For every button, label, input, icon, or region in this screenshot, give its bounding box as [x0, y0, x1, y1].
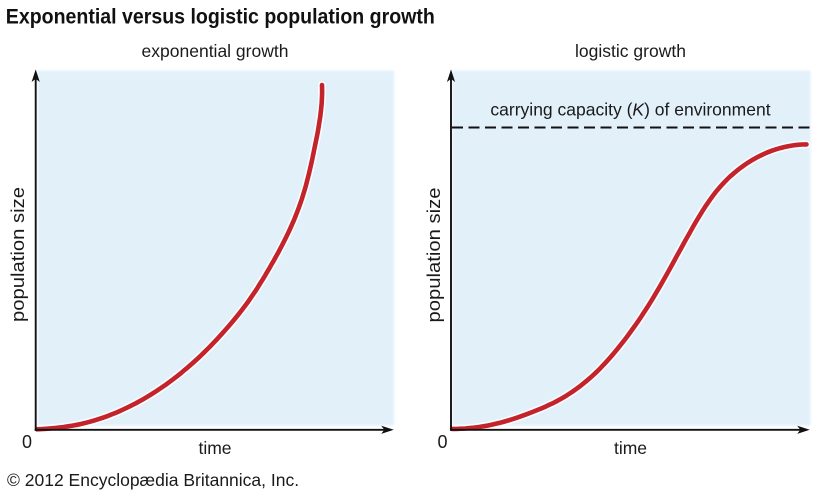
svg-text:population size: population size: [424, 188, 444, 323]
svg-text:population size: population size: [8, 187, 28, 322]
svg-text:0: 0: [437, 432, 447, 452]
svg-text:carrying capacity (K) of envir: carrying capacity (K) of environment: [490, 100, 770, 120]
svg-text:logistic growth: logistic growth: [575, 41, 686, 61]
svg-text:Exponential versus logistic po: Exponential versus logistic population g…: [6, 4, 435, 28]
svg-text:exponential growth: exponential growth: [142, 41, 289, 61]
svg-text:time: time: [198, 438, 231, 458]
svg-text:0: 0: [22, 432, 32, 452]
svg-text:© 2012 Encyclopædia Britannica: © 2012 Encyclopædia Britannica, Inc.: [7, 470, 299, 490]
svg-text:time: time: [614, 438, 647, 458]
